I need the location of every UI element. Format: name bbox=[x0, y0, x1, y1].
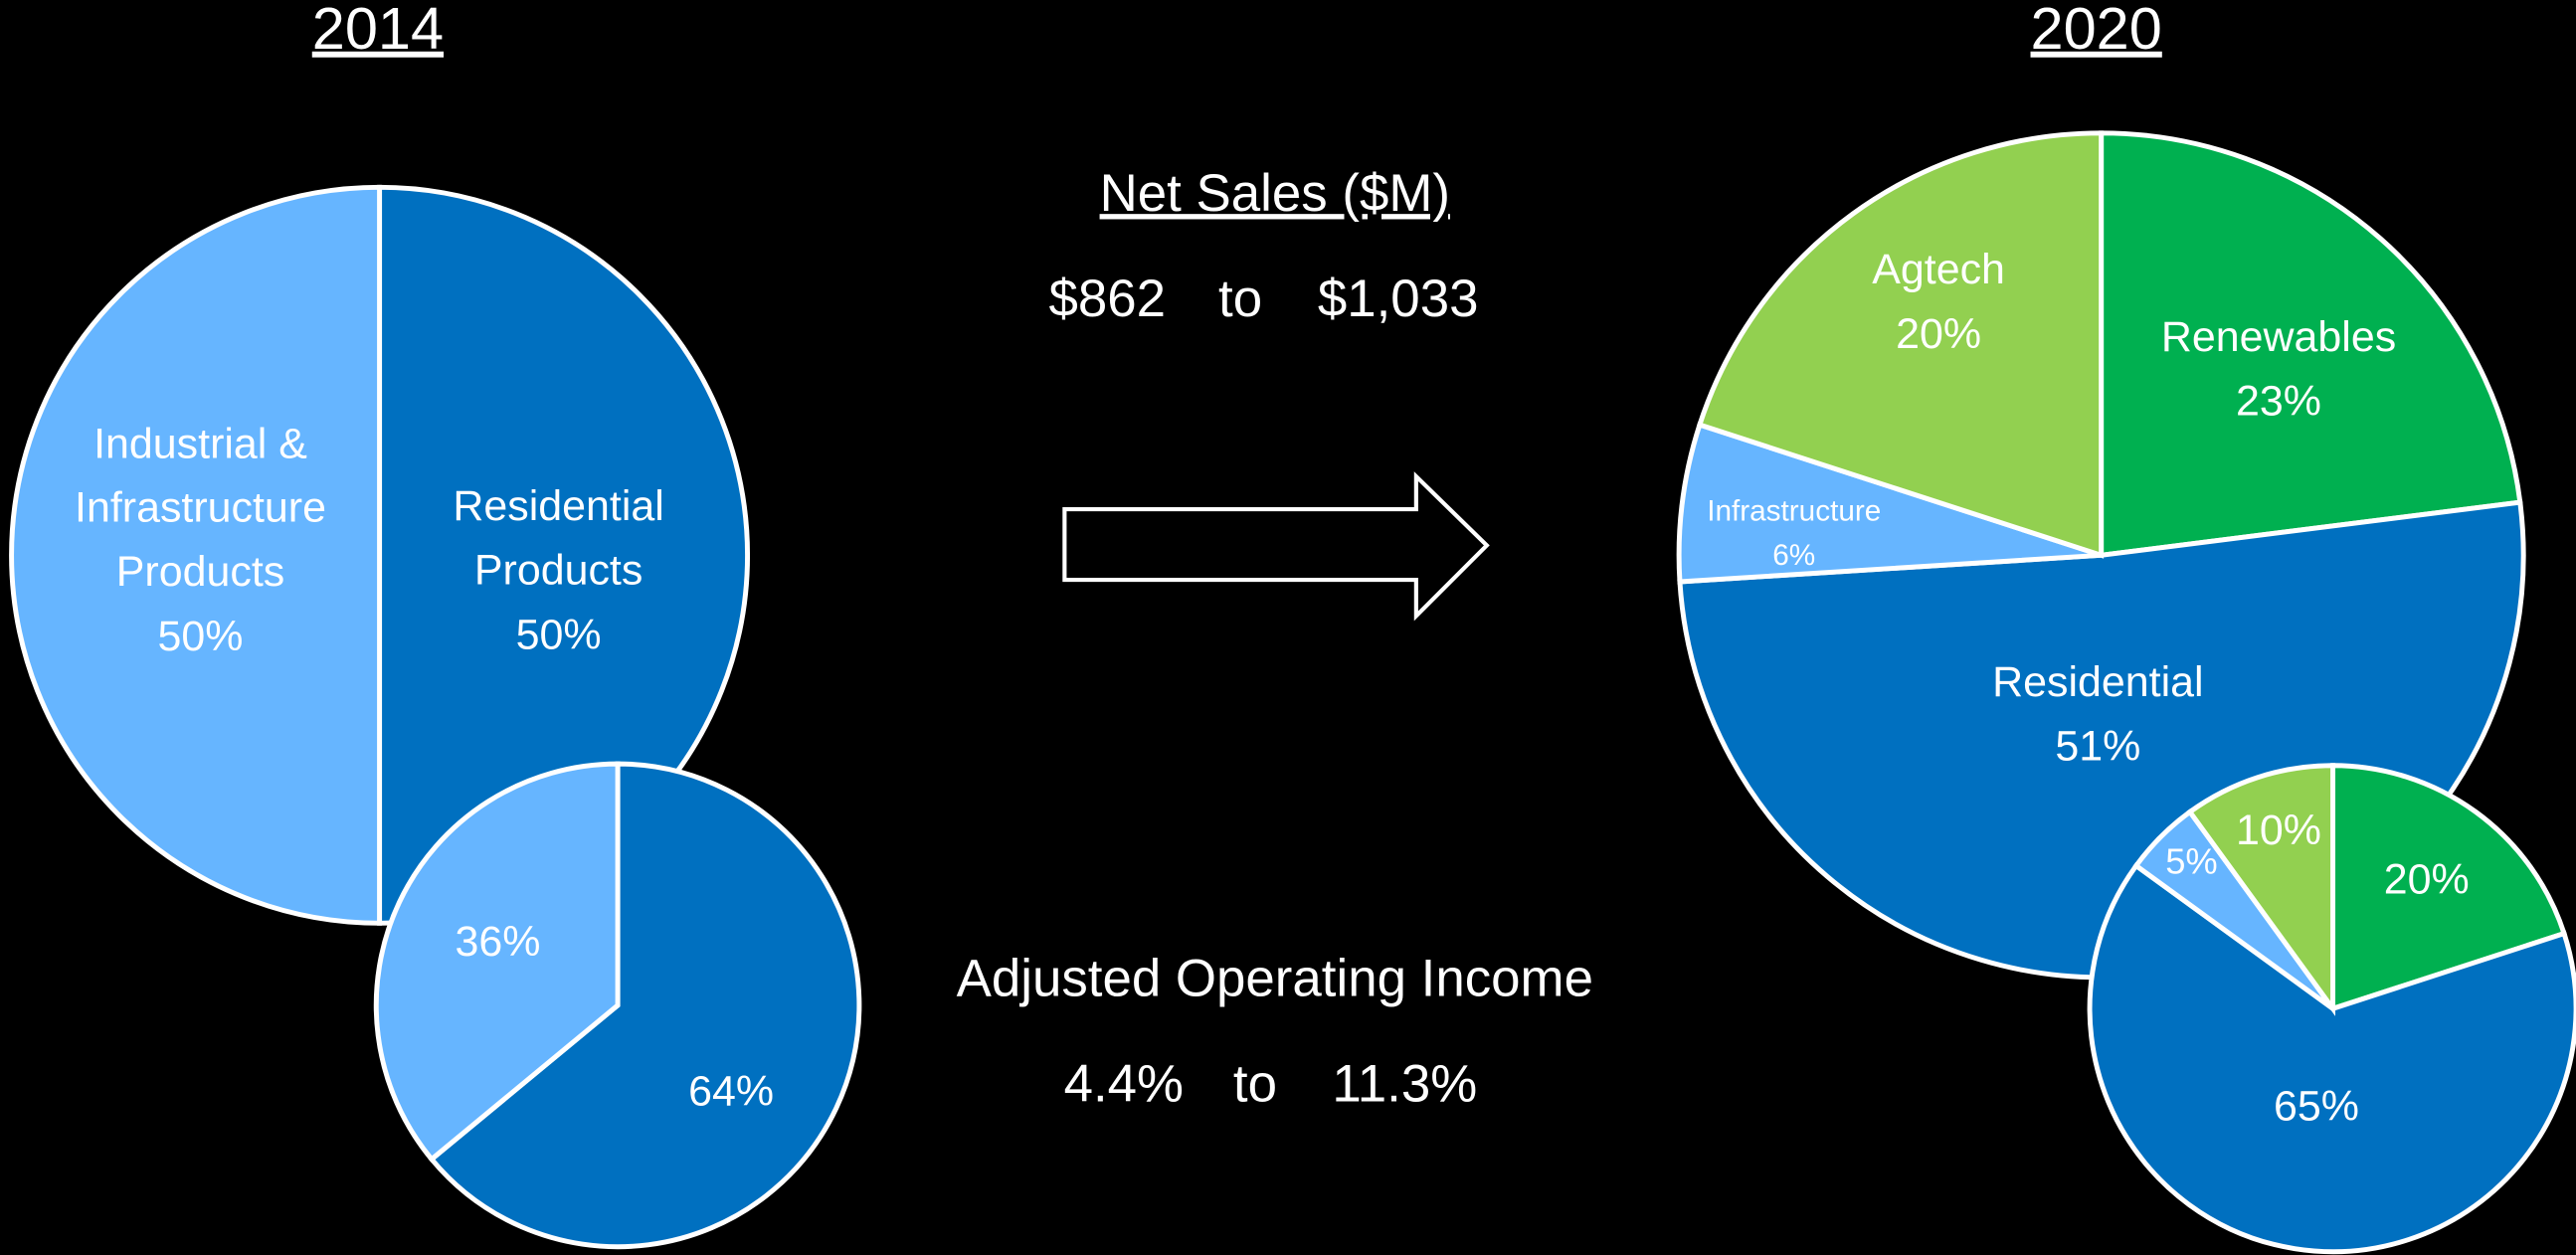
slice-label: Infrastructure bbox=[1707, 494, 1881, 527]
net-sales-from: $862 bbox=[1049, 269, 1167, 328]
pie-title: 2014 bbox=[312, 0, 444, 62]
pie-slice bbox=[1676, 422, 2103, 585]
pie-slice bbox=[2186, 763, 2336, 1016]
slice-value-label: 65% bbox=[2274, 1082, 2359, 1130]
operating-income-from: 4.4% bbox=[1064, 1054, 1184, 1113]
slice-label: Residential Products bbox=[453, 482, 663, 594]
slice-label: Renewables bbox=[2161, 313, 2396, 361]
slice-value-label: 50% bbox=[516, 611, 602, 658]
pie-slice bbox=[373, 761, 621, 1164]
net-sales-until: $1,033 bbox=[1318, 269, 1479, 328]
operating-income-until: 11.3% bbox=[1332, 1054, 1477, 1113]
pie-slice bbox=[1696, 130, 2105, 559]
slice-value-label: 64% bbox=[688, 1067, 774, 1115]
slice-label: Residential bbox=[1992, 658, 2203, 706]
pie-slice bbox=[2330, 763, 2568, 1012]
slice-value-label: 10% bbox=[2236, 807, 2321, 854]
pie-slice bbox=[428, 761, 862, 1250]
slice-value-label: 20% bbox=[2384, 855, 2470, 903]
arrow bbox=[1062, 471, 1490, 622]
pie-title: 2020 bbox=[2031, 0, 2162, 62]
slice-value-label: 50% bbox=[158, 613, 244, 660]
pie-slice bbox=[9, 184, 383, 926]
pie-slice bbox=[2087, 862, 2576, 1255]
slice-value-label: 51% bbox=[2055, 723, 2140, 771]
slice-value-label: 5% bbox=[2165, 840, 2218, 881]
net-sales-to: to bbox=[1218, 269, 1262, 328]
operating-income-to: to bbox=[1233, 1054, 1277, 1113]
slice-value-label: 6% bbox=[1772, 539, 1815, 572]
slice-label: Agtech bbox=[1872, 247, 2005, 294]
slice-value-label: 23% bbox=[2236, 378, 2321, 426]
slice-value-label: 20% bbox=[1896, 310, 1981, 358]
pie-slice bbox=[2099, 130, 2523, 559]
net-sales-label: Net Sales ($M) bbox=[1100, 164, 1450, 223]
operating-income-label: Adjusted Operating Income bbox=[957, 950, 1593, 1008]
slice-value-label: 36% bbox=[456, 918, 541, 966]
slice-label: Industrial & Infrastructure Products bbox=[75, 421, 326, 597]
